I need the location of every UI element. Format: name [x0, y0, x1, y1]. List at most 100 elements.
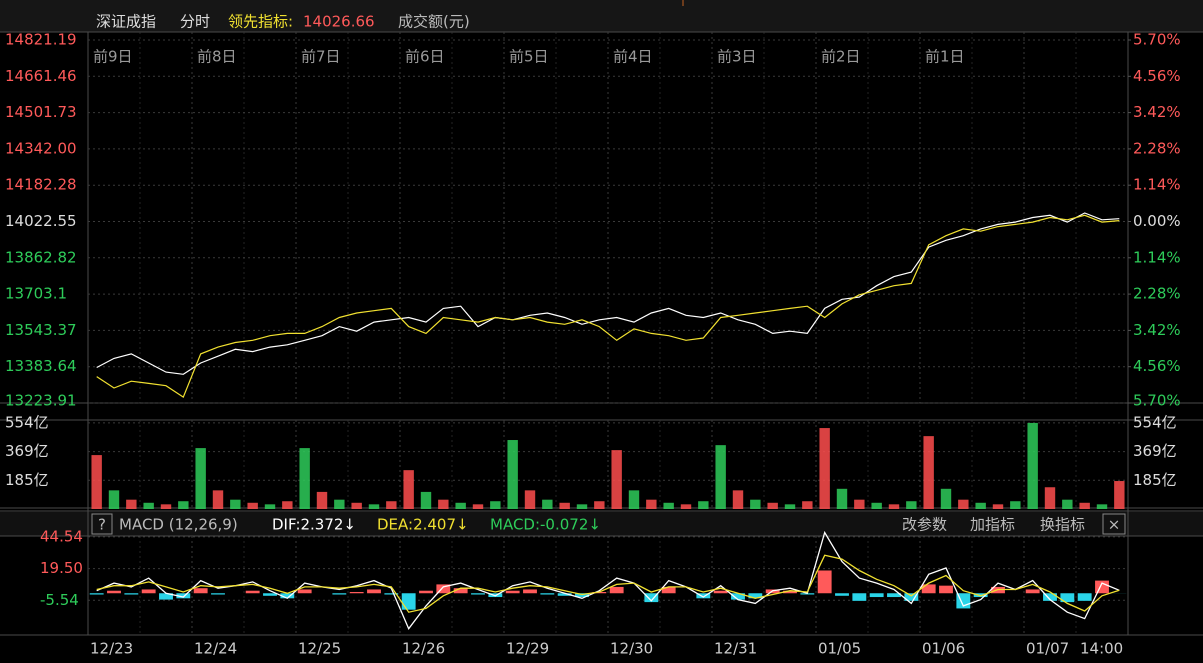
volume-bar	[992, 504, 1004, 509]
macd-bar	[1077, 593, 1092, 601]
volume-bar	[732, 490, 744, 509]
y-tick-label: 14821.19	[5, 31, 77, 49]
time-label: 14:00	[1080, 640, 1123, 658]
volume-bar	[1096, 504, 1108, 509]
volume-bar	[403, 470, 414, 509]
volume-bar	[126, 499, 137, 509]
volume-bar	[888, 504, 900, 509]
y-tick-label: 14182.28	[5, 176, 77, 194]
day-label: 前8日	[197, 48, 237, 66]
day-label: 前7日	[301, 48, 341, 66]
volume-bar	[1010, 501, 1021, 509]
volume-bar	[368, 504, 380, 509]
volume-bar	[195, 448, 206, 509]
macd-bar	[1043, 593, 1057, 601]
macd-bar	[852, 593, 867, 601]
macd-bar	[176, 593, 191, 599]
volume-bar	[420, 491, 432, 509]
macd-bar	[557, 593, 572, 596]
volume-bar	[871, 502, 882, 509]
volume-bar	[958, 499, 969, 509]
macd-bar	[401, 593, 416, 610]
macd-bar	[644, 593, 659, 603]
button[interactable]: 换指标	[1040, 516, 1085, 534]
volume-bar	[1079, 502, 1090, 509]
header-bar	[0, 0, 1203, 32]
y-tick-label: 13543.37	[5, 321, 77, 339]
day-label: 前4日	[613, 48, 653, 66]
macd-bar	[107, 590, 121, 594]
volume-bar	[836, 488, 848, 509]
volume-bar	[1027, 422, 1038, 509]
volume-bar	[264, 504, 276, 509]
volume-bar	[663, 502, 674, 509]
y2-tick-label: 4.56%	[1133, 67, 1181, 85]
volume-bar	[819, 428, 830, 509]
y-tick-label-right: 554亿	[1133, 413, 1177, 431]
macd-bar	[904, 593, 919, 601]
help-box[interactable]	[91, 513, 113, 535]
volume-bar	[282, 501, 293, 509]
macd-bar	[436, 584, 451, 594]
y-tick-label: 185亿	[5, 471, 49, 489]
volume-bar	[299, 448, 310, 509]
macd-bar	[297, 589, 312, 594]
mode[interactable]: 分时	[180, 13, 210, 31]
indicator-value: 14026.66	[303, 13, 375, 31]
price-line	[96, 214, 1120, 399]
y2-tick-label: 2.28%	[1133, 139, 1181, 157]
macd-bar	[887, 593, 901, 598]
macd-bar	[367, 589, 381, 594]
y-tick-label: 369亿	[5, 442, 49, 460]
y2-tick-label: 0.00%	[1133, 212, 1181, 230]
macd-bar	[748, 593, 763, 599]
macd-bar	[817, 570, 832, 594]
volume-bar	[212, 490, 224, 509]
y-tick-label: 44.54	[40, 527, 83, 545]
macd-bar	[0, 512, 1203, 536]
button[interactable]: 加指标	[970, 516, 1015, 534]
macd-bar	[211, 593, 225, 595]
y-tick-label: 13223.91	[5, 392, 77, 410]
volume-bar	[975, 502, 986, 509]
y2-tick-label: 1.14%	[1133, 248, 1181, 266]
volume-bar	[542, 499, 553, 509]
x-tick-label: 12/26	[402, 640, 445, 658]
macd-bar	[696, 593, 711, 599]
x-tick-label: 12/23	[90, 640, 133, 658]
macd-value: MACD:-0.072↓	[490, 516, 601, 534]
day-label: 前1日	[925, 48, 965, 66]
day-label: 前5日	[509, 48, 549, 66]
macd-bar	[245, 590, 260, 594]
macd-bar	[835, 593, 849, 596]
indicator-label: 领先指标:	[228, 13, 293, 31]
dif: DIF:2.372↓	[272, 516, 356, 534]
y-tick-label: 14661.46	[5, 67, 77, 85]
macd-bar	[159, 593, 173, 600]
volume-bar	[334, 499, 345, 509]
volume-bar	[108, 490, 120, 509]
volume-bar	[628, 490, 640, 509]
x-tick-label: 01/05	[818, 640, 861, 658]
volume-bar	[1044, 487, 1056, 509]
volume-bar	[646, 499, 657, 509]
volume-bar	[438, 499, 449, 509]
volume-bar	[351, 502, 362, 509]
volume-bar	[767, 502, 778, 509]
help[interactable]: ?	[98, 516, 106, 534]
y2-tick-label: 3.42%	[1133, 103, 1181, 121]
y-tick-label: 554亿	[5, 413, 49, 431]
y-tick-label-right: 185亿	[1133, 471, 1177, 489]
macd-bar	[193, 588, 208, 594]
close-box[interactable]	[1102, 513, 1126, 535]
close[interactable]: ×	[1108, 516, 1121, 534]
volume-bar	[698, 501, 709, 509]
index-name: 深证成指	[96, 13, 156, 31]
volume-bar	[854, 499, 865, 509]
y2-tick-label: 5.70%	[1133, 31, 1181, 49]
x-tick-label: 12/24	[194, 640, 237, 658]
x-tick-label: 12/31	[714, 640, 757, 658]
button[interactable]: 改参数	[902, 516, 947, 534]
day-label: 前3日	[717, 48, 757, 66]
